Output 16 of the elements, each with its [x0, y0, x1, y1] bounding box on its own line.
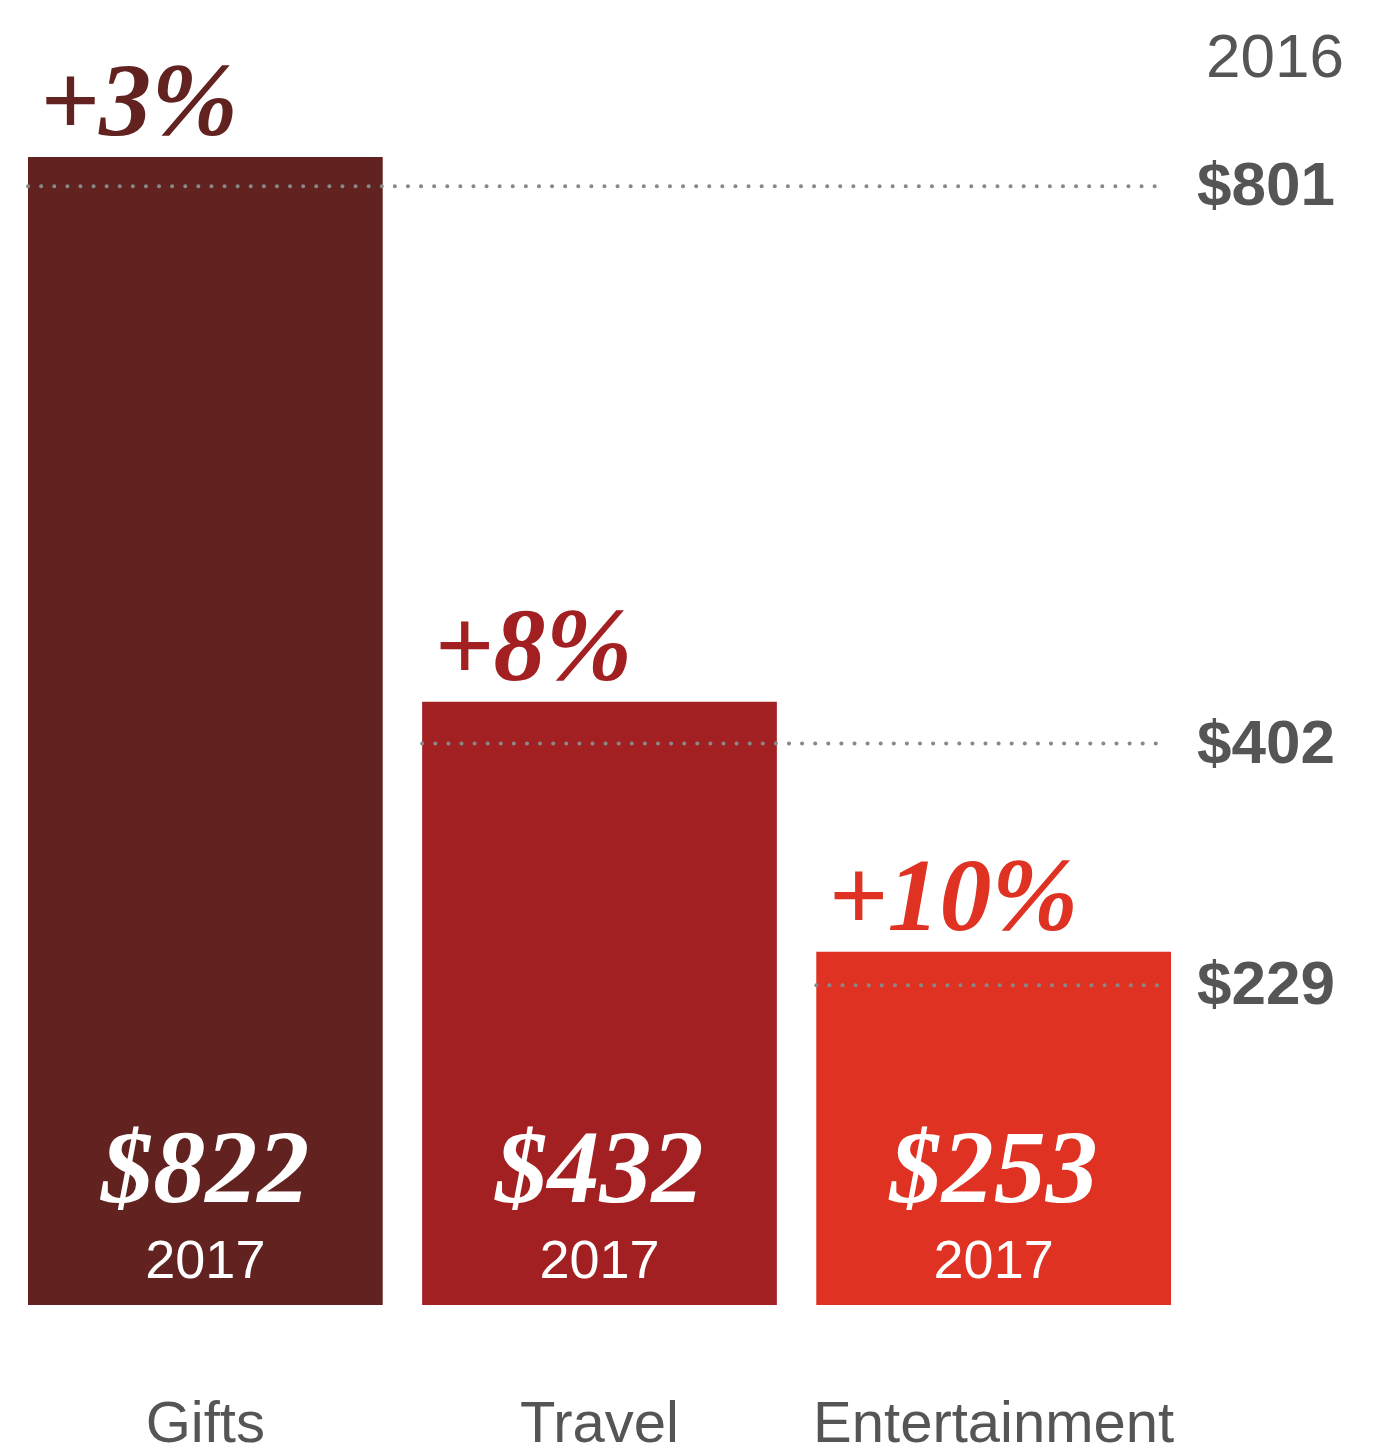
annotation: 2017	[145, 1229, 266, 1289]
x-tick-label: Travel	[520, 1388, 679, 1453]
ref-line-label: $229	[1197, 948, 1335, 1018]
annotation: +10%	[828, 836, 1079, 952]
annotation: +8%	[434, 586, 633, 702]
ref-line-label: $402	[1197, 706, 1335, 776]
x-tick-label: Entertainment	[813, 1388, 1175, 1453]
x-tick-label: Gifts	[145, 1388, 265, 1453]
data-label: $432	[493, 1109, 704, 1224]
annotation: 2017	[933, 1229, 1054, 1289]
text: 2016	[1206, 21, 1344, 90]
annotation: +3%	[40, 42, 238, 157]
data-label: $822	[99, 1109, 310, 1224]
annotation: 2017	[539, 1229, 660, 1289]
ref-line-label: $801	[1197, 149, 1335, 219]
data-label: $253	[887, 1109, 1098, 1224]
